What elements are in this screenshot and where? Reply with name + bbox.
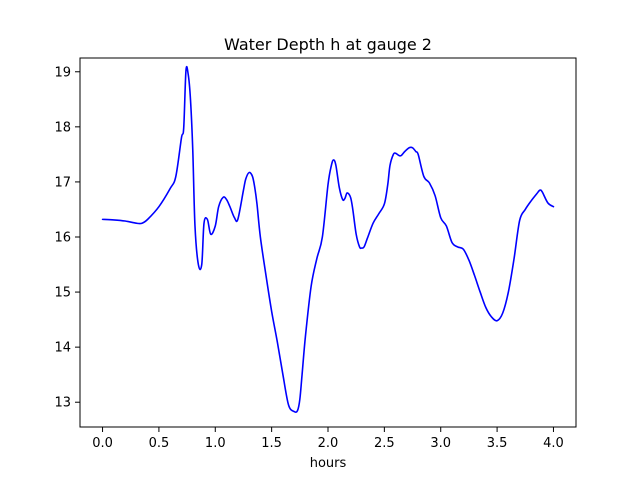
x-axis-label: hours: [310, 456, 347, 471]
plot-series: [101, 65, 555, 413]
x-tick-label: 4.0: [543, 436, 564, 451]
y-tick-label: 17: [54, 175, 71, 190]
series-line: [101, 65, 555, 413]
y-tick-label: 15: [54, 286, 71, 301]
x-tick-label: 3.5: [487, 436, 508, 451]
y-axis: 13 14 15 16 17 18 19: [54, 65, 80, 411]
y-tick-label: 14: [54, 341, 71, 356]
x-tick-label: 1.5: [261, 436, 282, 451]
x-tick-label: 0.0: [92, 436, 113, 451]
x-tick-label: 1.0: [205, 436, 226, 451]
y-tick-label: 13: [54, 396, 71, 411]
y-tick-label: 16: [54, 230, 71, 245]
chart-title: Water Depth h at gauge 2: [224, 35, 432, 54]
y-tick-label: 18: [54, 120, 71, 135]
x-tick-label: 2.0: [318, 436, 339, 451]
x-tick-label: 3.0: [430, 436, 451, 451]
y-tick-label: 19: [54, 65, 71, 80]
x-axis: 0.0 0.5 1.0 1.5 2.0 2.5 3.0 3.5 4.0: [92, 427, 564, 451]
x-tick-label: 0.5: [149, 436, 170, 451]
x-tick-label: 2.5: [374, 436, 395, 451]
